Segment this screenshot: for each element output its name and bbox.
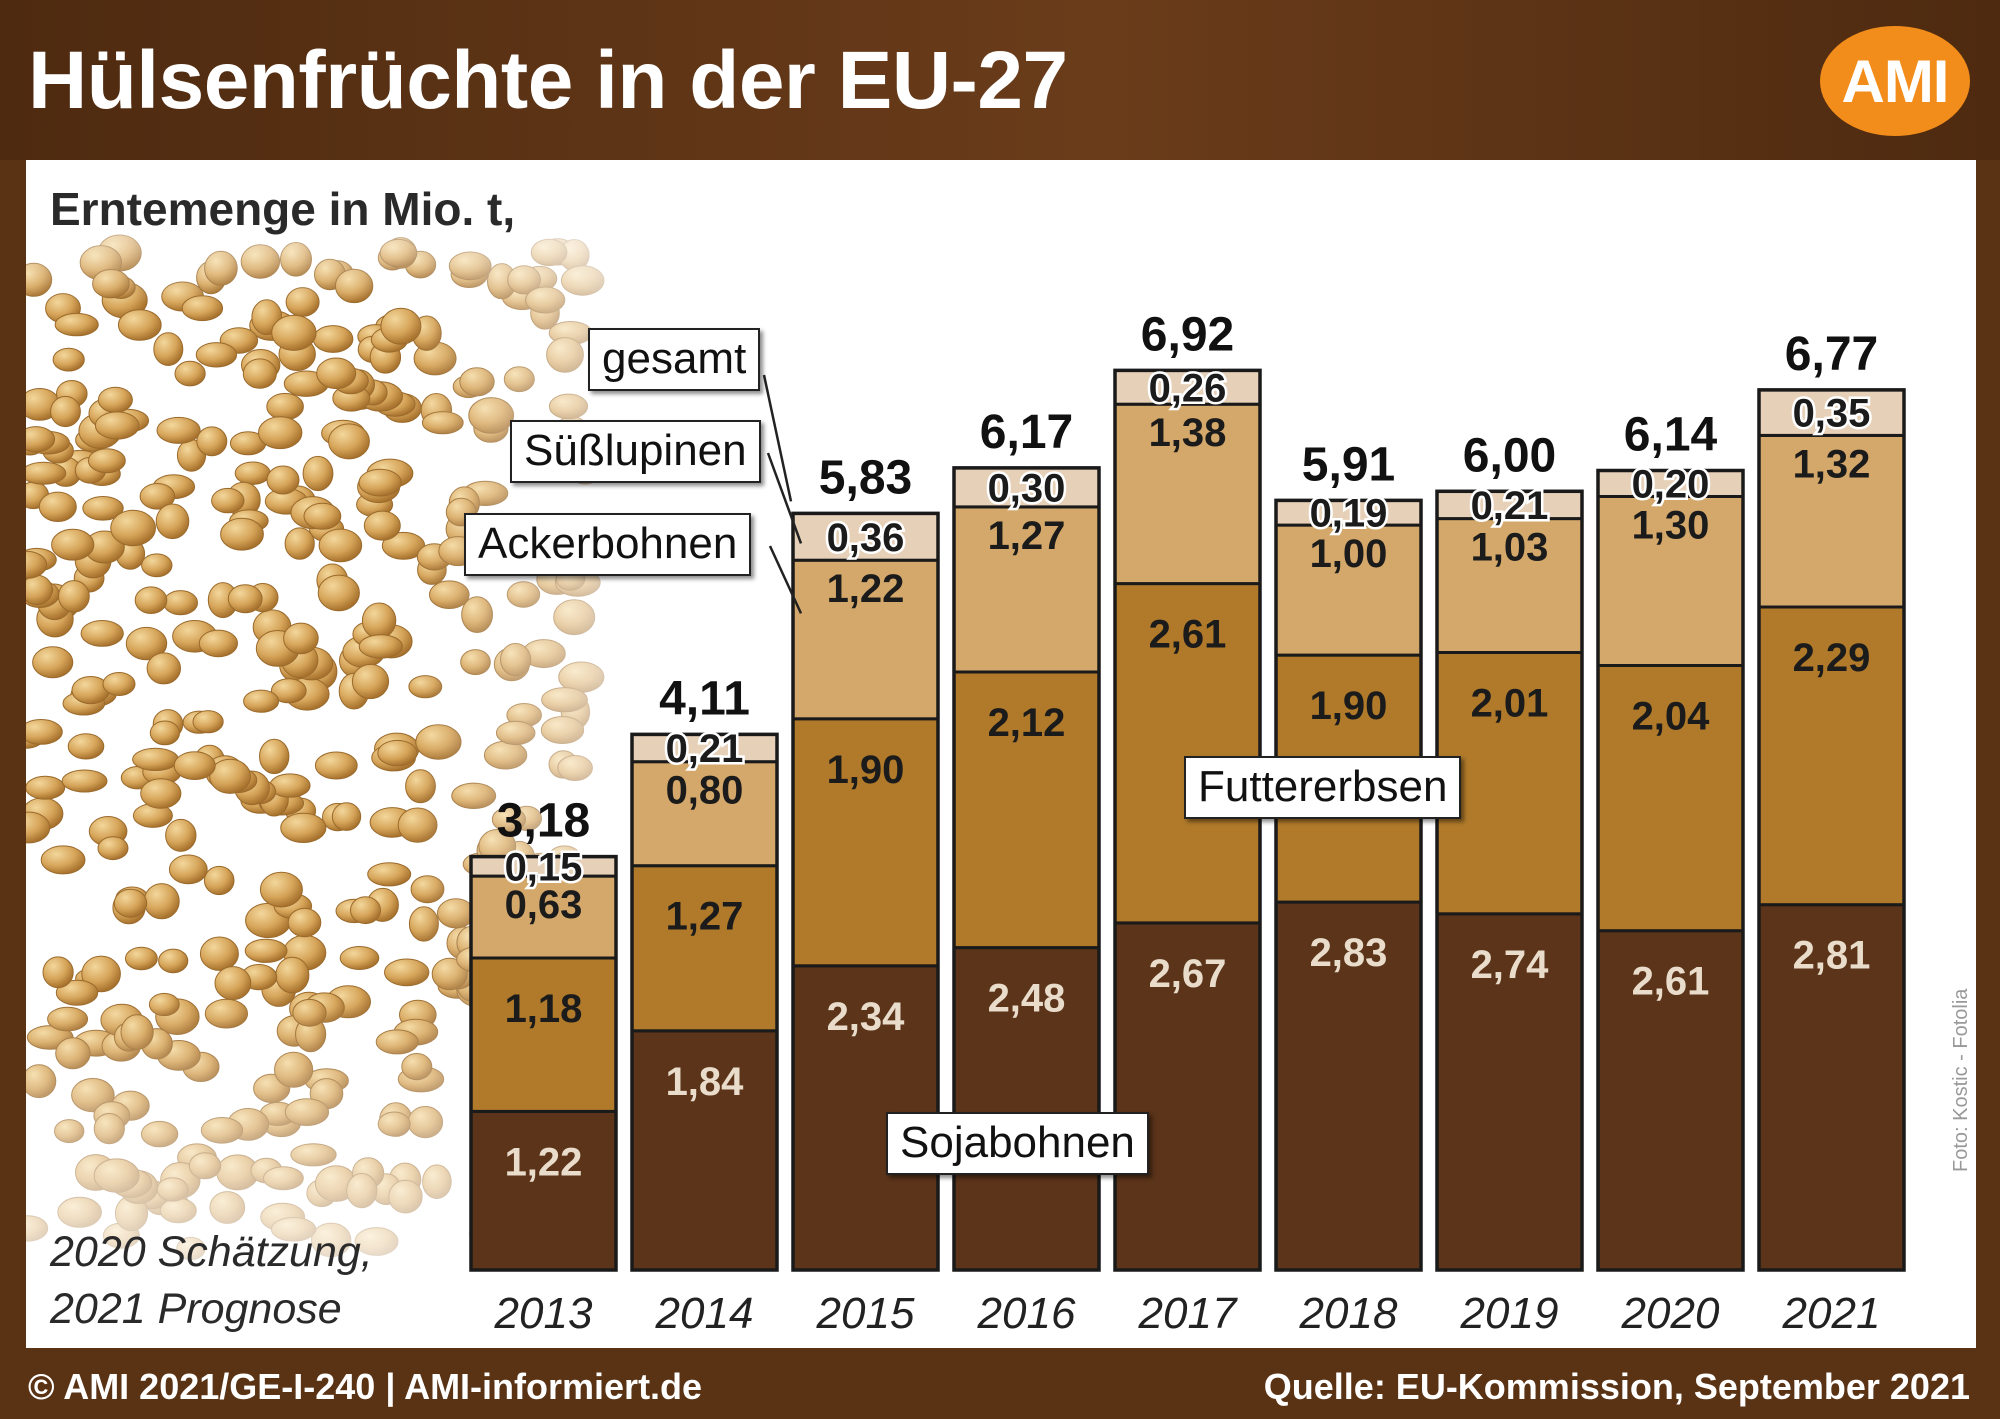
bar-segment	[1113, 921, 1262, 1272]
segment-value-label: 0,26	[1149, 366, 1227, 410]
total-value-label: 5,91	[1302, 438, 1395, 491]
segment-value-label: 2,34	[827, 995, 906, 1039]
segment-value-label: 0,21	[666, 727, 744, 771]
x-tick-label: 2019	[1460, 1289, 1559, 1338]
segment-value-label: 2,83	[1310, 931, 1388, 975]
segment-value-label: 0,15	[505, 845, 583, 889]
x-tick-label: 2017	[1138, 1289, 1238, 1338]
bar-segment	[1596, 929, 1745, 1272]
bar-outline	[1596, 468, 1745, 1272]
segment-value-label: 1,18	[505, 987, 583, 1031]
total-value-label: 6,14	[1624, 409, 1718, 462]
total-value-label: 3,18	[497, 795, 590, 848]
bar-outline	[1274, 498, 1423, 1272]
beans-photo-background	[26, 160, 726, 1348]
bar-segment	[630, 732, 779, 764]
bar-segment	[630, 760, 779, 868]
bar-segment	[1435, 489, 1584, 521]
segment-value-label: 2,01	[1471, 682, 1549, 726]
legend-label-suesslupinen: Süßlupinen	[510, 420, 761, 483]
segment-value-label: 2,29	[1793, 636, 1871, 680]
bar-outline	[952, 466, 1101, 1272]
bar-outline	[791, 511, 940, 1272]
segment-value-label: 0,30	[988, 466, 1066, 510]
total-value-label: 6,17	[980, 406, 1073, 459]
estimate-note: 2020 Schätzung,	[50, 1228, 373, 1276]
total-value-label: 4,11	[659, 672, 750, 725]
segment-value-label: 0,35	[1793, 392, 1871, 436]
segment-value-label: 1,22	[505, 1140, 583, 1184]
legend-label-ackerbohnen: Ackerbohnen	[464, 513, 752, 576]
segment-value-label: 2,74	[1471, 943, 1550, 987]
total-value-label: 6,77	[1785, 328, 1878, 381]
segment-value-label: 2,81	[1793, 934, 1871, 978]
bar-segment	[1596, 495, 1745, 667]
total-value-label: 6,00	[1463, 429, 1556, 482]
bar-outline	[630, 732, 779, 1272]
header-bar: Hülsenfrüchte in der EU-27 AMI	[0, 0, 2000, 160]
legend-label-futtererbsen: Futtererbsen	[1184, 756, 1462, 819]
bar-segment	[469, 1109, 618, 1272]
chart-panel: Erntemenge in Mio. t, 2020 Schätzung, 20…	[26, 160, 1976, 1348]
bar-segment	[1274, 900, 1423, 1272]
label-gesamt: gesamt	[588, 328, 761, 391]
segment-value-label: 0,21	[1471, 484, 1549, 528]
segment-value-label: 0,63	[505, 883, 583, 927]
leader-line-gesamt	[762, 374, 793, 502]
segment-value-label: 2,67	[1149, 952, 1227, 996]
segment-value-label: 0,19	[1310, 492, 1388, 536]
bar-segment	[1596, 469, 1745, 498]
segment-value-label: 1,90	[827, 748, 905, 792]
bar-outline	[469, 854, 618, 1272]
x-tick-label: 2021	[1782, 1289, 1881, 1338]
segment-value-label: 0,36	[827, 516, 905, 560]
bar-segment	[952, 670, 1101, 950]
bar-segment	[791, 558, 940, 721]
bar-segment	[1113, 582, 1262, 925]
bar-segment	[791, 717, 940, 968]
x-tick-label: 2015	[816, 1289, 915, 1338]
leader-line-ackerbohnen	[768, 545, 803, 614]
segment-value-label: 1,32	[1793, 442, 1871, 486]
segment-value-label: 2,48	[988, 977, 1066, 1021]
total-value-label: 6,92	[1141, 308, 1234, 361]
chart-subtitle: Erntemenge in Mio. t,	[50, 183, 516, 235]
footer-copyright: © AMI 2021/GE-I-240 | AMI-informiert.de	[28, 1366, 703, 1407]
stacked-bar-chart: 1,221,180,630,153,1820131,841,270,800,21…	[469, 308, 1906, 1338]
x-tick-label: 2020	[1621, 1289, 1720, 1338]
segment-value-label: 1,27	[666, 895, 744, 939]
leader-line-suesslupinen	[766, 452, 803, 544]
segment-value-label: 0,20	[1632, 463, 1710, 507]
bar-outline	[1435, 489, 1584, 1272]
chart-title: Hülsenfrüchte in der EU-27	[28, 35, 1068, 126]
segment-value-label: 1,27	[988, 514, 1066, 558]
segment-value-label: 1,38	[1149, 411, 1227, 455]
logo-text: AMI	[1841, 47, 1950, 115]
segment-value-label: 1,00	[1310, 532, 1388, 576]
footer-source: Quelle: EU-Kommission, September 2021	[1263, 1366, 1970, 1407]
x-tick-label: 2018	[1299, 1289, 1398, 1338]
segment-value-label: 2,61	[1149, 613, 1227, 657]
segment-value-label: 2,61	[1632, 960, 1710, 1004]
bar-segment	[1757, 903, 1906, 1272]
forecast-note: 2021 Prognose	[50, 1285, 342, 1333]
legend-label-sojabohnen: Sojabohnen	[886, 1112, 1149, 1175]
x-tick-label: 2013	[494, 1289, 593, 1338]
ami-logo: AMI	[1820, 26, 1970, 136]
x-tick-label: 2014	[655, 1289, 754, 1338]
bar-outline	[1757, 388, 1906, 1272]
segment-value-label: 1,84	[666, 1060, 745, 1104]
bar-outline	[1113, 368, 1262, 1272]
segment-value-label: 1,30	[1632, 504, 1710, 548]
segment-value-label: 1,22	[827, 567, 905, 611]
segment-value-label: 1,03	[1471, 526, 1549, 570]
bar-segment	[630, 864, 779, 1033]
bar-segment	[469, 956, 618, 1113]
segment-value-label: 2,12	[988, 701, 1066, 745]
segment-value-label: 0,80	[666, 769, 744, 813]
segment-value-label: 1,90	[1310, 684, 1388, 728]
x-tick-label: 2016	[977, 1289, 1076, 1338]
total-value-label: 5,83	[819, 451, 912, 504]
segment-value-label: 2,04	[1632, 695, 1711, 739]
